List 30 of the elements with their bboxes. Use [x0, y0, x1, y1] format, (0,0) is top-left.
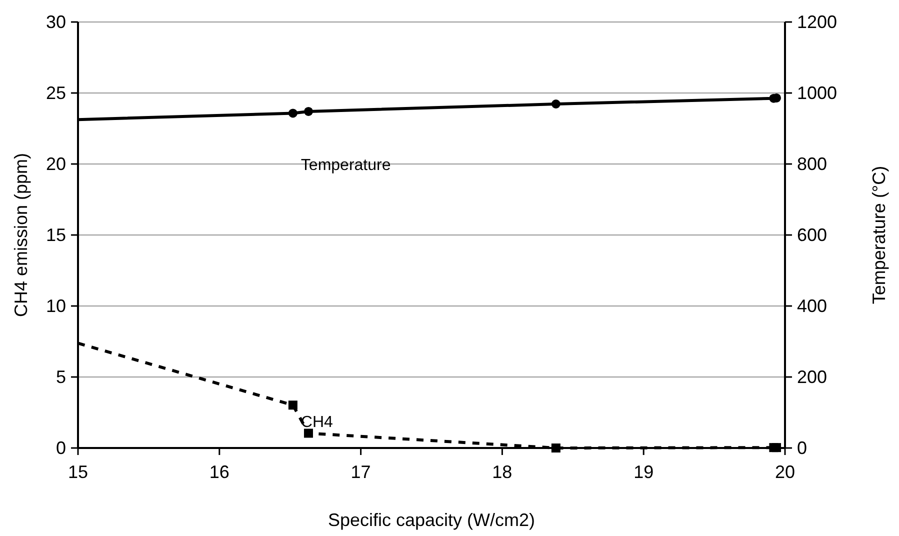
y2-tick-label: 600 — [797, 225, 828, 245]
y-tick-label: 25 — [46, 83, 66, 103]
point — [551, 444, 560, 452]
y2-tick-label: 0 — [797, 438, 808, 458]
point — [551, 100, 560, 109]
y-tick-label: 20 — [46, 154, 66, 174]
y2-tick-label: 1000 — [797, 83, 838, 103]
y-tick-label: 0 — [56, 438, 66, 458]
y2-tick-label: 1200 — [797, 12, 838, 32]
y2-tick-label: 800 — [797, 154, 828, 174]
point — [288, 400, 298, 410]
y2-axis-title: Temperature (°C) — [869, 166, 889, 304]
x-tick-label: 17 — [350, 462, 371, 482]
y-axis-title: CH4 emission (ppm) — [11, 152, 31, 318]
y-tick-label: 30 — [46, 12, 66, 32]
text: Temperature — [300, 157, 391, 174]
point — [304, 106, 313, 116]
point — [288, 108, 298, 118]
point — [772, 443, 782, 452]
y-tick-label: 10 — [46, 296, 66, 316]
y-tick-label: 5 — [56, 367, 66, 387]
point — [304, 428, 313, 438]
x-axis-title: Specific capacity (W/cm2) — [328, 510, 536, 530]
x-tick-label: 18 — [492, 462, 512, 482]
x-tick-label: 20 — [774, 462, 796, 482]
y2-tick-label: 400 — [797, 296, 828, 316]
x-tick-label: 16 — [209, 462, 230, 482]
x-tick-label: 19 — [634, 462, 654, 482]
y-tick-label: 15 — [46, 225, 66, 245]
y2-tick-label: 200 — [797, 367, 828, 387]
